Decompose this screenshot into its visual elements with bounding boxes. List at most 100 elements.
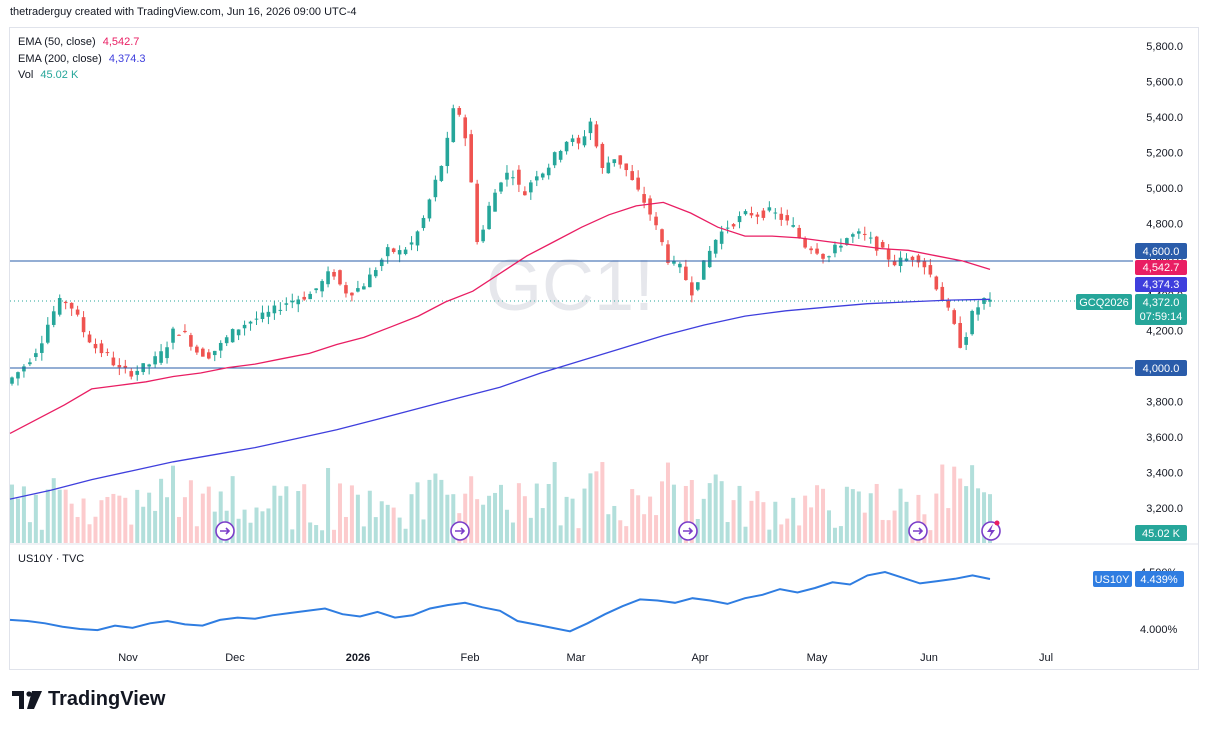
candle-body	[701, 260, 706, 280]
candle-body	[368, 274, 372, 288]
candle-body	[87, 334, 92, 343]
event-markers	[215, 520, 1001, 541]
candle-body	[236, 329, 241, 336]
candle-body	[558, 151, 563, 160]
chart-attribution: thetraderguy created with TradingView.co…	[10, 6, 357, 18]
candle-body	[505, 172, 509, 180]
volume-bar	[510, 522, 515, 543]
candle-body	[737, 216, 742, 223]
candle-body	[224, 337, 229, 344]
candle-body	[707, 250, 712, 268]
event-icon-arrow	[683, 527, 694, 535]
volume-bar	[946, 508, 951, 543]
us10y-line[interactable]	[9, 570, 991, 633]
volume-bar	[540, 508, 545, 543]
ema50-line[interactable]	[9, 201, 991, 434]
candle-body	[105, 352, 110, 354]
last-price-tag: 4,372.0 07:59:14	[1135, 294, 1187, 325]
legend-ema200[interactable]: EMA (200, close) 4,374.3	[18, 53, 146, 65]
volume-bar	[701, 498, 706, 543]
candle-body	[22, 366, 26, 372]
volume-bar	[39, 529, 44, 543]
volume-bar	[111, 493, 116, 543]
volume-bar	[254, 507, 259, 543]
candle-body	[421, 217, 426, 229]
time-tick-label: Feb	[461, 652, 480, 664]
candle-body	[153, 356, 157, 365]
candle-body	[594, 124, 599, 147]
candle-body	[803, 238, 807, 248]
price-tag-lower-line: 4,000.0	[1135, 360, 1187, 376]
price-tick-label: 3,200.0	[1146, 503, 1183, 515]
candle-body	[183, 330, 187, 333]
candle-body	[892, 261, 897, 266]
candle-body	[809, 248, 813, 251]
candle-body	[135, 370, 140, 375]
volume-bar	[671, 484, 676, 543]
volume-bar	[141, 506, 146, 543]
candle-body	[69, 302, 74, 309]
candle-body	[570, 138, 575, 142]
price-tag-upper-line: 4,600.0	[1135, 243, 1187, 259]
volume-bar	[397, 517, 402, 543]
volume-bar	[898, 488, 903, 543]
candle-body	[391, 248, 396, 252]
time-tick-label: Jun	[920, 652, 938, 664]
volume-bar	[266, 508, 271, 543]
candle-body	[910, 256, 915, 260]
candle-body	[690, 282, 694, 296]
volume-bar	[427, 479, 432, 543]
ema200-line[interactable]	[9, 298, 991, 500]
tradingview-logo[interactable]: TradingView	[12, 688, 165, 711]
legend-ema50[interactable]: EMA (50, close) 4,542.7	[18, 36, 139, 48]
candle-body	[123, 365, 128, 369]
volume-bar	[99, 500, 104, 543]
candle-body	[833, 244, 837, 254]
price-tick-label: 5,000.0	[1146, 183, 1183, 195]
volume-bar	[660, 481, 665, 543]
economic-event-icon	[678, 521, 698, 541]
volume-bar	[278, 495, 283, 543]
volume-bar	[725, 522, 730, 543]
svg-text:US10Y: US10Y	[1095, 574, 1131, 586]
symbol-tag: GCQ2026	[1076, 294, 1132, 310]
volume-bar	[886, 520, 891, 543]
candle-body	[517, 169, 521, 185]
legend-volume[interactable]: Vol 45.02 K	[18, 69, 78, 81]
economic-event-icon	[450, 521, 470, 541]
volume-bar	[391, 507, 396, 543]
lightning-icon	[981, 520, 1001, 541]
candle-body	[624, 163, 629, 171]
candle-body	[45, 324, 50, 343]
volume-bar	[451, 494, 456, 543]
candle-body	[397, 250, 402, 255]
candle-body	[165, 347, 169, 359]
volume-bar	[838, 526, 843, 543]
candle-body	[332, 271, 336, 277]
volume-bar	[767, 529, 772, 543]
volume-bar	[558, 525, 563, 543]
volume-bar	[385, 504, 390, 543]
candle-body	[201, 348, 205, 357]
candle-body	[445, 137, 450, 167]
volume-bar	[105, 496, 110, 543]
time-tick-label: Jul	[1039, 652, 1053, 664]
candle-body	[922, 261, 927, 268]
volume-bar	[87, 524, 92, 543]
candle-body	[576, 137, 581, 144]
price-tick-label: 5,800.0	[1146, 41, 1183, 53]
legend-ema200-label: EMA (200, close)	[18, 53, 102, 65]
volume-bar	[504, 509, 509, 543]
volume-bar	[976, 488, 981, 543]
volume-bar	[433, 473, 438, 543]
candle-body	[338, 270, 342, 285]
volume-bar	[791, 497, 796, 543]
volume-bar	[552, 462, 557, 543]
volume-bar	[33, 494, 38, 543]
candle-body	[469, 134, 473, 183]
time-tick-label: Mar	[567, 652, 586, 664]
candle-body	[28, 362, 32, 365]
volume-bar	[564, 496, 569, 543]
candle-body	[350, 292, 354, 296]
